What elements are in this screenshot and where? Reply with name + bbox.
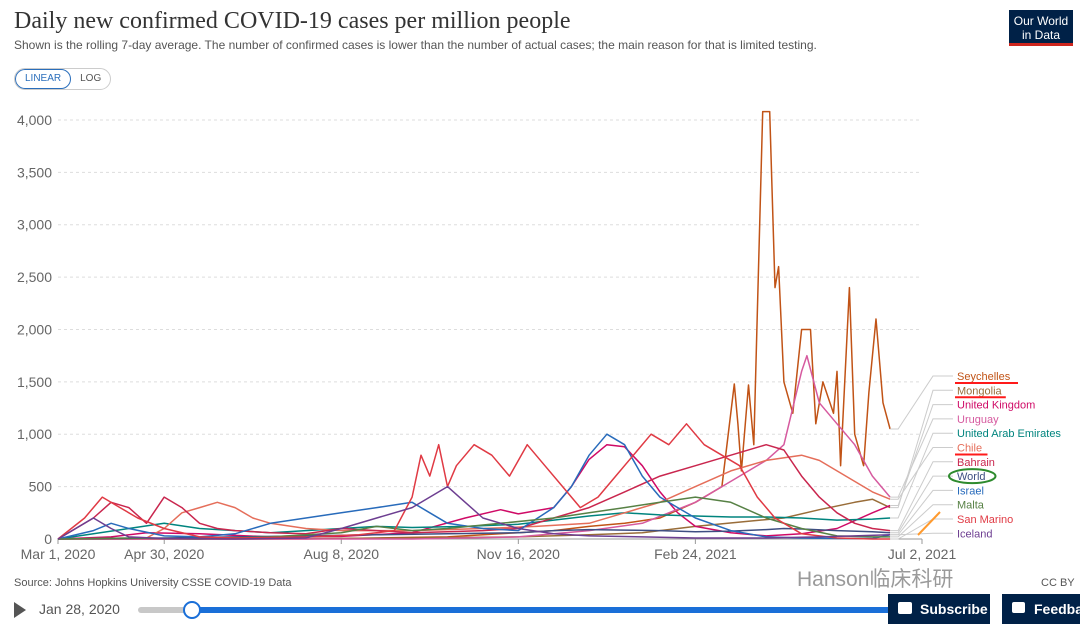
license-label[interactable]: CC BY (1041, 577, 1075, 589)
subscribe-button[interactable]: Subscribe (888, 594, 990, 624)
y-tick-label: 1,000 (17, 426, 52, 442)
timeline-start-date: Jan 28, 2020 (39, 601, 120, 617)
owid-logo-line2: in Data (1021, 28, 1061, 42)
timeline-range[interactable] (190, 607, 898, 613)
legend-connector (890, 532, 953, 536)
legend-label: United Arab Emirates (957, 428, 1061, 440)
owid-logo[interactable]: Our World in Data (1009, 10, 1073, 46)
log-scale-button[interactable]: LOG (80, 73, 102, 84)
y-tick-label: 3,000 (17, 217, 52, 233)
legend-connector (890, 432, 953, 519)
scale-toggle[interactable]: LINEAR LOG (14, 68, 112, 90)
y-tick-label: 1,500 (17, 374, 52, 390)
owid-logo-line1: Our World (1013, 14, 1069, 28)
x-tick-label: Mar 1, 2020 (21, 546, 96, 562)
x-tick-label: Jul 2, 2021 (888, 546, 957, 562)
legend-connector (890, 475, 953, 534)
feedback-button[interactable]: Feedback (1002, 594, 1080, 624)
legend-label: San Marino (957, 514, 1013, 526)
feedback-label: Feedback (1034, 601, 1080, 617)
play-icon[interactable] (14, 602, 26, 618)
series-line-iceland (57, 485, 891, 540)
timeline: Jan 28, 2020 Subscribe Feedback (14, 594, 1080, 624)
legend-label: Seychelles (957, 371, 1011, 383)
legend-connector (890, 504, 953, 538)
y-tick-label: 3,500 (17, 164, 52, 180)
line-chart: 0 500 1,000 1,500 2,000 2,500 3,000 3,500 4,000 M… (17, 110, 1061, 562)
legend-connector (890, 404, 953, 506)
legend-connector (890, 375, 953, 430)
watermark: Hanson临床科研 (797, 568, 954, 591)
series-line-united-kingdom (57, 443, 891, 540)
x-tick-label: Nov 16, 2020 (477, 546, 560, 562)
chart-title: Daily new confirmed COVID-19 cases per m… (14, 8, 571, 34)
legend-connector (890, 461, 953, 532)
series-line-bahrain (57, 443, 891, 540)
legend-connector (890, 418, 953, 498)
chart-subtitle: Shown is the rolling 7-day average. The … (14, 38, 817, 52)
legend-label: Iceland (957, 528, 992, 540)
y-tick-label: 2,000 (17, 321, 52, 337)
series-line-san-marino (57, 423, 891, 540)
timeline-handle[interactable] (183, 601, 201, 619)
legend-connector (890, 447, 953, 500)
source-note[interactable]: Source: Johns Hopkins University CSSE CO… (14, 577, 292, 589)
legend-label: Uruguay (957, 414, 999, 426)
series-line-world (57, 527, 891, 540)
chat-icon (1012, 602, 1025, 613)
y-tick-label: 500 (29, 479, 53, 495)
x-tick-label: Feb 24, 2021 (654, 546, 737, 562)
mail-icon (898, 602, 912, 614)
legend-label: Chile (957, 443, 982, 455)
y-tick-label: 4,000 (17, 112, 52, 128)
legend-connector (890, 518, 953, 540)
legend-connector (890, 389, 953, 509)
y-tick-label: 0 (44, 531, 52, 547)
series-line-malta (57, 496, 891, 540)
legend-label: Mongolia (957, 385, 1003, 397)
x-tick-label: Aug 8, 2020 (304, 546, 380, 562)
subscribe-label: Subscribe (920, 601, 988, 617)
y-tick-label: 2,500 (17, 269, 52, 285)
legend-circle (948, 468, 997, 485)
legend-label: Malta (957, 500, 985, 512)
series-line-seychelles (58, 110, 891, 540)
series-line-united-arab-emirates (57, 512, 891, 540)
annotation-arrow (917, 511, 941, 536)
legend-label: World (957, 471, 986, 483)
x-tick-label: Apr 30, 2020 (124, 546, 204, 562)
legend-label: Israel (957, 485, 984, 497)
linear-scale-button[interactable]: LINEAR (15, 69, 72, 89)
legend-label: Bahrain (957, 457, 995, 469)
series-line-uruguay (58, 354, 891, 540)
legend-label: United Kingdom (957, 400, 1035, 412)
